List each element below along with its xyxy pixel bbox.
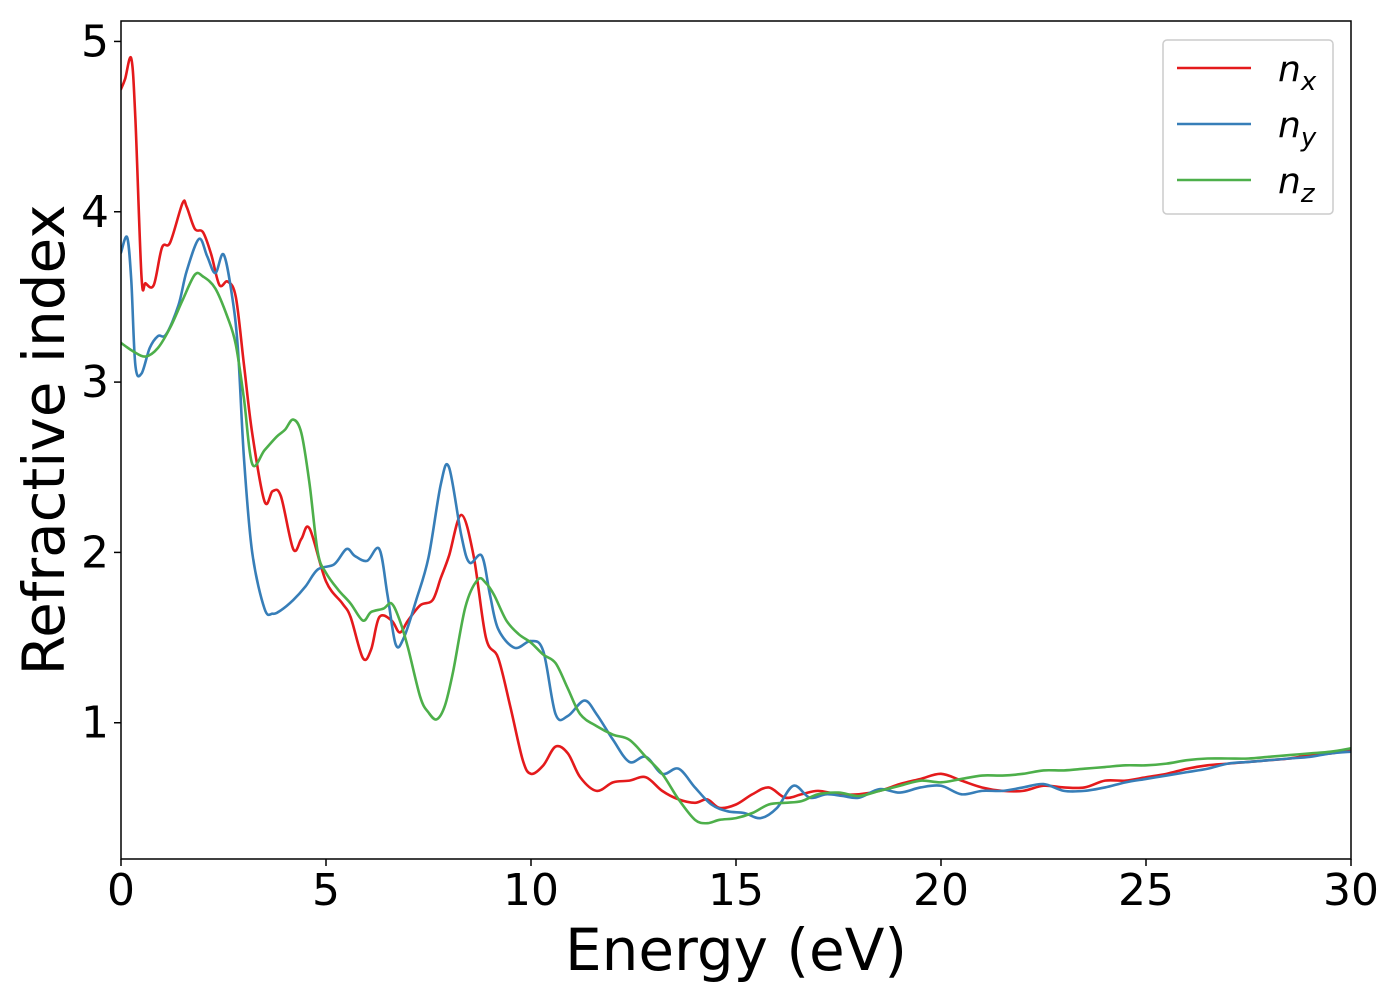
series-line-nx bbox=[121, 55, 1351, 810]
legend-box bbox=[1162, 39, 1334, 215]
legend-label-ny: ny bbox=[1278, 105, 1317, 153]
y-axis-label: Refractive index bbox=[10, 204, 78, 675]
x-tick-label: 0 bbox=[107, 865, 135, 916]
x-tick-label: 30 bbox=[1323, 865, 1379, 916]
x-tick-label: 15 bbox=[708, 865, 764, 916]
x-axis-label: Energy (eV) bbox=[565, 916, 907, 984]
legend-label-nz: nz bbox=[1278, 161, 1316, 209]
legend: nx ny nz bbox=[1162, 39, 1334, 215]
x-tick-label: 25 bbox=[1118, 865, 1174, 916]
y-tick-label: 5 bbox=[81, 16, 109, 67]
x-tick-label: 5 bbox=[312, 865, 340, 916]
x-tick-label: 10 bbox=[503, 865, 559, 916]
x-tick-label: 20 bbox=[913, 865, 969, 916]
y-axis: 1 2 3 4 5 bbox=[81, 16, 121, 749]
y-tick-label: 3 bbox=[81, 357, 109, 408]
y-tick-label: 1 bbox=[81, 698, 109, 749]
y-tick-label: 4 bbox=[81, 187, 109, 238]
series-line-ny bbox=[121, 235, 1351, 820]
legend-label-nx: nx bbox=[1278, 49, 1317, 97]
y-tick-label: 2 bbox=[81, 527, 109, 578]
x-axis: 0 5 10 15 20 25 30 bbox=[107, 859, 1379, 916]
series-line-nz bbox=[121, 271, 1351, 825]
series-layer bbox=[121, 55, 1351, 825]
